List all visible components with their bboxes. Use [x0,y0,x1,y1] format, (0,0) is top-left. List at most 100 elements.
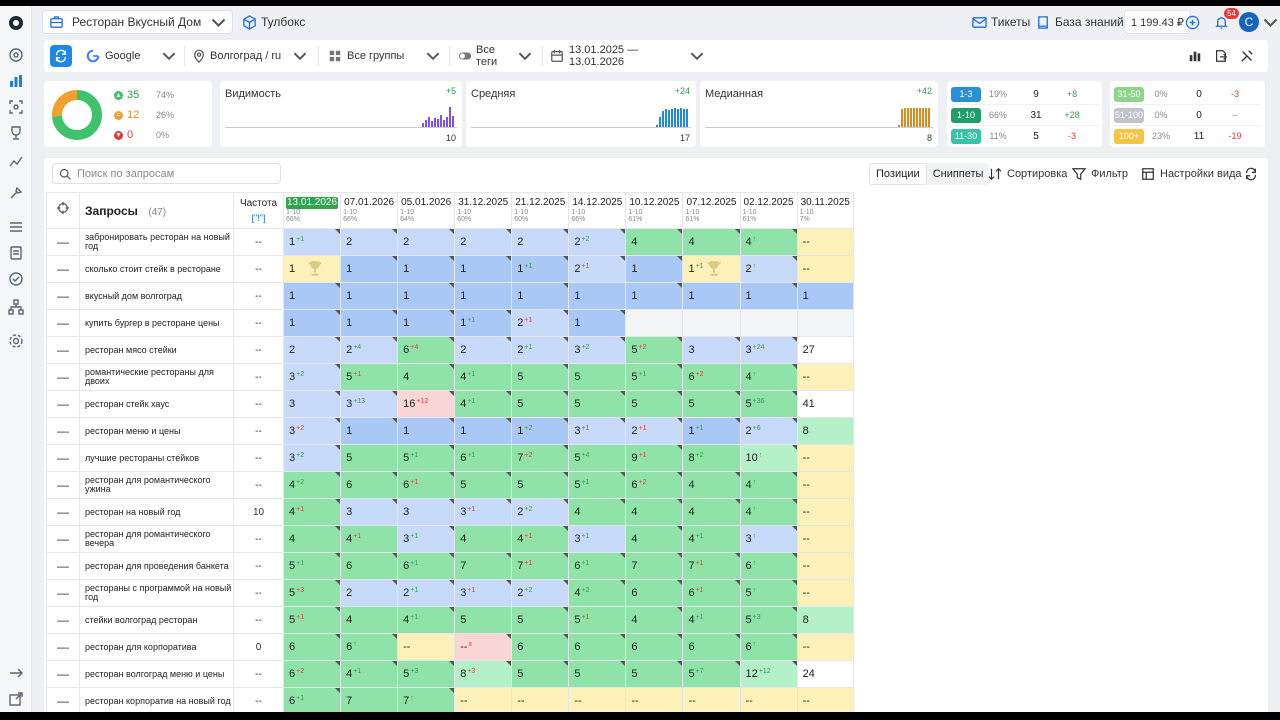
position-cell[interactable]: --x [454,633,513,661]
row-select[interactable]: — [46,633,80,661]
position-cell[interactable]: 7+2 [511,444,570,472]
position-cell[interactable]: 6+1 [454,444,513,472]
position-cell[interactable] [682,309,741,337]
position-cell[interactable]: 4+1 [340,525,399,553]
position-cell[interactable]: 1+1 [682,417,741,445]
position-cell[interactable]: 5+1 [340,363,399,391]
position-cell[interactable]: 6↑ [340,633,399,661]
position-cell[interactable]: 5+1 [625,363,684,391]
position-cell[interactable]: -- [796,228,854,256]
knowledge-base-link[interactable]: База знаний [1036,10,1124,34]
position-cell[interactable]: 6 [340,552,399,580]
search-engine-select[interactable]: Google [86,44,176,68]
position-cell[interactable]: 2+4 [340,336,399,364]
date-column-header[interactable]: 30.11.2025 1-10 7% [796,192,854,229]
checklist-icon[interactable] [7,270,25,288]
row-select[interactable]: — [46,687,80,712]
position-cell[interactable]: 4+1 [454,363,513,391]
query-text[interactable]: вкусный дом волгоград [79,282,234,310]
position-cell[interactable]: 5 [511,390,570,418]
date-range-select[interactable]: 13.01.2025 — 13.01.2026 [550,44,704,68]
position-cell[interactable]: 6+2 [282,660,342,688]
table-row[interactable]: — романтические рестораны для двоих -- 3+… [46,363,854,391]
external-link-icon[interactable] [7,690,25,708]
position-cell[interactable]: 1 [511,282,570,310]
position-cell[interactable]: -- [796,255,854,283]
notifications-button[interactable]: 54 [1214,8,1239,34]
position-cell[interactable]: -- [796,525,854,553]
table-row[interactable]: — ресторан для проведения банкета -- 5+1 6… [46,552,854,580]
logo-icon[interactable] [7,14,25,32]
user-menu[interactable]: С [1239,10,1278,34]
position-cell[interactable]: 2 [454,336,513,364]
position-cell[interactable]: 6+1 [282,687,342,712]
query-text[interactable]: забронировать ресторан на новый год [79,228,234,256]
query-text[interactable]: стейки волгоград ресторан [79,606,234,634]
expand-arrow-icon[interactable] [7,664,25,682]
position-cell[interactable]: 3+13 [340,390,399,418]
query-text[interactable]: ресторан корпоратив на новый год [79,687,234,712]
date-column-header[interactable]: 07.12.2025 1-10 61% [682,192,741,229]
position-cell[interactable]: 6 [625,633,684,661]
row-select[interactable]: — [46,228,80,256]
position-cell[interactable]: 2 [282,336,342,364]
position-cell[interactable]: 3+1 [397,525,456,553]
position-cell[interactable] [625,309,684,337]
table-row[interactable]: — стейки волгоград ресторан -- 5+1 4 4+1 5 5 5… [46,606,854,634]
position-cell[interactable]: 6+1 [682,579,741,607]
position-cell[interactable]: 2 [340,579,399,607]
row-select[interactable]: — [46,336,80,364]
position-cell[interactable]: 5+1 [568,606,627,634]
position-cell[interactable]: 1 [454,255,513,283]
position-cell[interactable]: 6↑ [739,633,798,661]
position-cell[interactable]: 3 [682,336,741,364]
position-cell[interactable]: 7 [454,552,513,580]
position-cell[interactable]: 2 [397,228,456,256]
query-text[interactable]: романтические рестораны для двоих [79,363,234,391]
position-cell[interactable]: 4+1 [397,606,456,634]
position-cell[interactable]: 4↑ [739,498,798,526]
position-cell[interactable]: 2+1 [397,579,456,607]
position-cell[interactable]: 4 [625,228,684,256]
positions-chart-icon[interactable] [7,72,25,90]
table-row[interactable]: — сколько стоит стейк в ресторане -- 1 1 1 1… [46,255,854,283]
position-cell[interactable]: 2+2 [511,498,570,526]
row-select[interactable]: — [46,309,80,337]
tab-snippets[interactable]: Сниппеты [932,168,984,180]
position-cell[interactable]: 1 [568,282,627,310]
position-cell[interactable]: 1 [739,282,798,310]
position-cell[interactable]: 1+2 [511,417,570,445]
row-select[interactable]: — [46,552,80,580]
position-cell[interactable]: 1 [568,309,627,337]
position-cell[interactable]: 1 [282,309,342,337]
groups-select[interactable]: Все группы [328,44,440,68]
position-cell[interactable]: 7 [625,552,684,580]
position-cell[interactable]: 5 [568,660,627,688]
row-select[interactable]: — [46,444,80,472]
position-cell[interactable]: 5+3 [739,606,798,634]
position-cell[interactable]: 7+1 [511,552,570,580]
row-select[interactable]: — [46,498,80,526]
tags-select[interactable]: Все теги [458,44,532,68]
position-cell[interactable]: 5 [511,363,570,391]
position-cell[interactable]: 1+1 [511,255,570,283]
position-cell[interactable]: 6+1 [397,471,456,499]
position-cell[interactable]: 5+36 [739,390,798,418]
search-input[interactable]: Поиск по запросам [52,163,281,184]
position-cell[interactable]: 3+1 [568,525,627,553]
position-cell[interactable]: 1 [340,417,399,445]
position-cell[interactable]: 1+1 [682,255,741,283]
position-cell[interactable]: 3+2 [282,363,342,391]
table-row[interactable]: — ресторан на новый год 10 4+1 3 3 3+1 2+2 4 4 4… [46,498,854,526]
position-cell[interactable]: 6+1 [397,552,456,580]
query-text[interactable]: ресторан для проведения банкета [79,552,234,580]
position-cell[interactable]: 2 [511,228,570,256]
query-text[interactable]: купить бургер в ресторане цены [79,309,234,337]
settings-gear-icon[interactable] [7,332,25,350]
position-cell[interactable]: 1 [340,309,399,337]
position-cell[interactable]: 1 [282,255,342,283]
tools-icon[interactable] [7,184,25,202]
queries-header[interactable]: Запросы (47) [79,192,234,229]
position-cell[interactable]: 8+3 [454,660,513,688]
position-cell[interactable]: 5+4 [568,444,627,472]
